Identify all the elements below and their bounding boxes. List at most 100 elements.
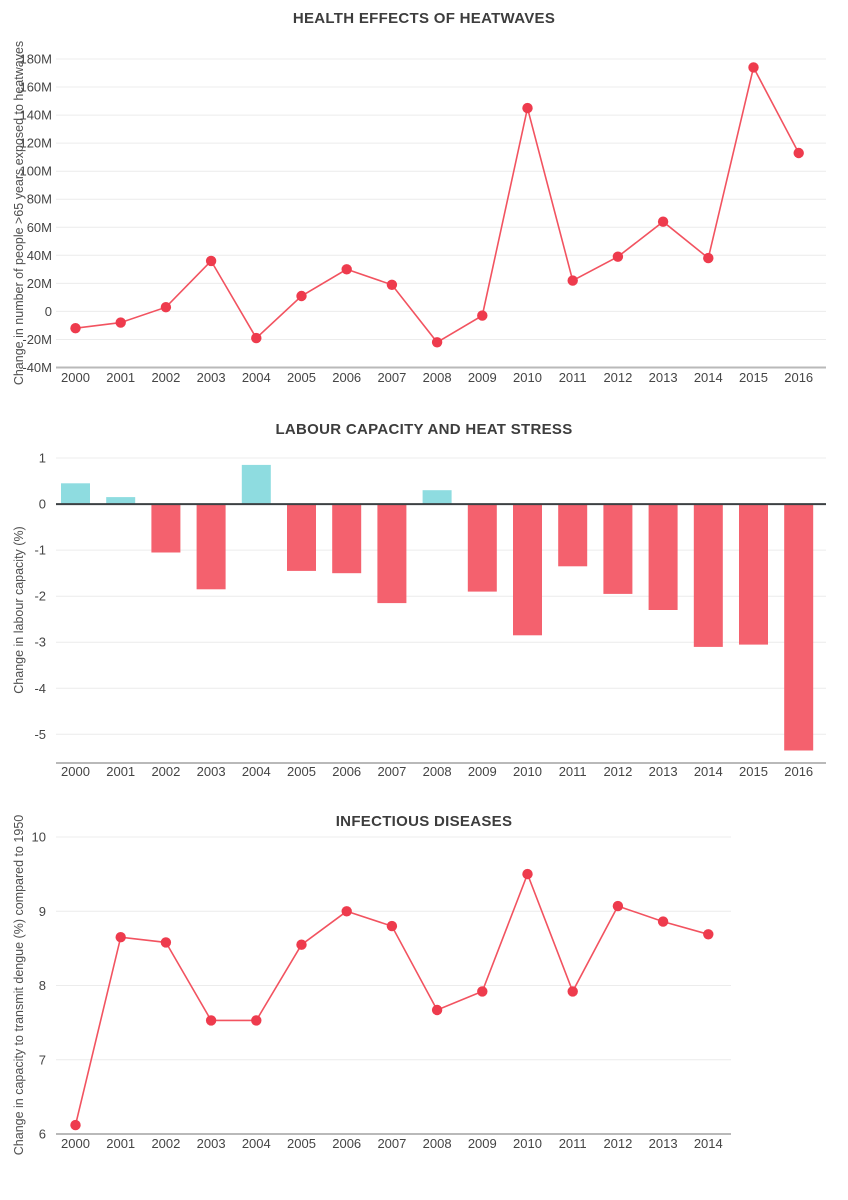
bar-2001 (106, 497, 136, 504)
data-point-2008 (431, 337, 443, 348)
x-tick-label: 2001 (106, 1136, 135, 1151)
y-tick-label: 80M (27, 192, 52, 207)
heatwaves-line-plot: 180M 160M 140M 120M 100M 80M 60M 40M 20M 0 -20M -40… (19, 52, 826, 385)
bar-2003 (196, 504, 226, 590)
x-tick-label: 2006 (332, 1136, 361, 1151)
y-tick-label: 40M (27, 248, 52, 263)
x-tick-label: 2001 (106, 370, 135, 385)
data-point-2006 (341, 906, 352, 917)
x-tick-label: 2010 (513, 370, 542, 385)
data-point-2004 (251, 1015, 262, 1026)
x-tick-label: 2004 (242, 1136, 271, 1151)
plot-area: 180M 160M 140M 120M 100M 80M 60M 40M 20M 0 -20M -40… (19, 52, 826, 385)
x-tick-label: 2005 (287, 764, 316, 779)
y-tick-label: 120M (19, 136, 52, 151)
y-tick-label: 0 (45, 304, 52, 319)
data-point-2004 (251, 332, 262, 344)
data-point-2009 (477, 986, 488, 997)
x-tick-label: 2000 (61, 1136, 90, 1151)
chart-title-infectious-diseases: INFECTIOUS DISEASES (335, 813, 513, 830)
data-point-2011 (567, 275, 578, 286)
x-tick-label: 2006 (332, 764, 361, 779)
x-tick-label: 2005 (287, 1136, 316, 1151)
data-point-2012 (612, 251, 624, 262)
data-point-2014 (703, 929, 714, 940)
x-tick-label: 2001 (106, 764, 135, 779)
x-tick-label: 2000 (61, 764, 90, 779)
plot-area: 10 9 8 7 6 2000 2001 2002 2003 2004 2005 2006 2007 20… (32, 830, 731, 1151)
y-tick-label: -40M (22, 360, 52, 375)
bar-2005 (287, 504, 316, 571)
data-point-2008 (431, 1004, 443, 1016)
x-tick-label: 2007 (377, 1136, 406, 1151)
data-point-2010 (522, 868, 533, 880)
x-tick-label: 2011 (559, 1136, 587, 1151)
y-tick-label: 9 (39, 904, 46, 919)
y-tick-label: -1 (34, 543, 46, 558)
x-tick-label: 2006 (332, 370, 361, 385)
data-point-2007 (386, 279, 398, 290)
y-tick-label: 140M (19, 108, 52, 123)
data-point-2013 (657, 216, 669, 227)
data-point-2012 (612, 900, 624, 912)
bar-2016 (784, 504, 814, 751)
data-point-2007 (386, 920, 398, 932)
x-tick-label: 2009 (468, 370, 497, 385)
x-tick-label: 2015 (739, 764, 768, 779)
data-point-2016 (793, 147, 804, 159)
y-tick-label: 6 (39, 1127, 46, 1142)
bar-2009 (467, 504, 497, 592)
y-tick-label: 10 (32, 830, 46, 845)
y-tick-label: -4 (34, 681, 46, 696)
y-tick-label: -2 (34, 589, 46, 604)
x-tick-label: 2008 (423, 370, 452, 385)
x-tick-label: 2004 (242, 370, 271, 385)
x-tick-label: 2016 (784, 370, 813, 385)
y-tick-label: 180M (19, 52, 52, 67)
y-tick-label: 20M (27, 276, 52, 291)
bar-2015 (739, 504, 768, 645)
y-tick-label: 0 (39, 497, 46, 512)
x-tick-label: 2013 (649, 370, 678, 385)
bar-2013 (648, 504, 678, 610)
x-tick-label: 2011 (559, 370, 587, 385)
chart-title-heatwaves: HEALTH EFFECTS OF HEATWAVES (292, 10, 556, 27)
x-tick-label: 2014 (694, 1136, 723, 1151)
x-tick-label: 2013 (649, 1136, 678, 1151)
x-tick-label: 2005 (287, 370, 316, 385)
y-tick-label: -20M (22, 332, 52, 347)
bar-2007 (377, 504, 407, 604)
y-tick-label: -3 (34, 635, 46, 650)
bar-2002 (151, 504, 181, 553)
chart-title-labour-capacity: LABOUR CAPACITY AND HEAT STRESS (275, 421, 573, 438)
x-tick-label: 2012 (603, 370, 632, 385)
data-point-2009 (477, 310, 488, 321)
data-line (75, 65, 800, 344)
plot-area: 1 0 -1 -2 -3 -4 -5 2000 2001 2002 2003 2004 2005 2006… (34, 451, 826, 779)
y-tick-label: 8 (39, 978, 46, 993)
data-point-2014 (703, 252, 714, 264)
x-tick-label: 2015 (739, 370, 768, 385)
bar-2008 (422, 490, 452, 504)
y-tick-label: 7 (39, 1052, 46, 1067)
y-tick-label: 160M (19, 80, 52, 95)
x-tick-label: 2013 (649, 764, 678, 779)
data-point-2000 (70, 323, 81, 334)
y-tick-label: -5 (34, 727, 46, 742)
x-tick-label: 2007 (377, 370, 406, 385)
y-tick-label: 1 (39, 451, 46, 466)
x-tick-label: 2009 (468, 764, 497, 779)
x-tick-label: 2008 (423, 1136, 452, 1151)
bar-2014 (693, 504, 723, 647)
data-point-2013 (657, 916, 669, 927)
bar-2011 (558, 504, 588, 567)
bar-2004 (241, 464, 271, 504)
x-tick-label: 2002 (151, 370, 180, 385)
x-tick-label: 2003 (197, 764, 226, 779)
data-point-2006 (341, 264, 352, 275)
x-tick-label: 2010 (513, 764, 542, 779)
x-tick-label: 2002 (151, 764, 180, 779)
data-point-2003 (205, 1015, 217, 1026)
bar-2000 (61, 483, 90, 504)
